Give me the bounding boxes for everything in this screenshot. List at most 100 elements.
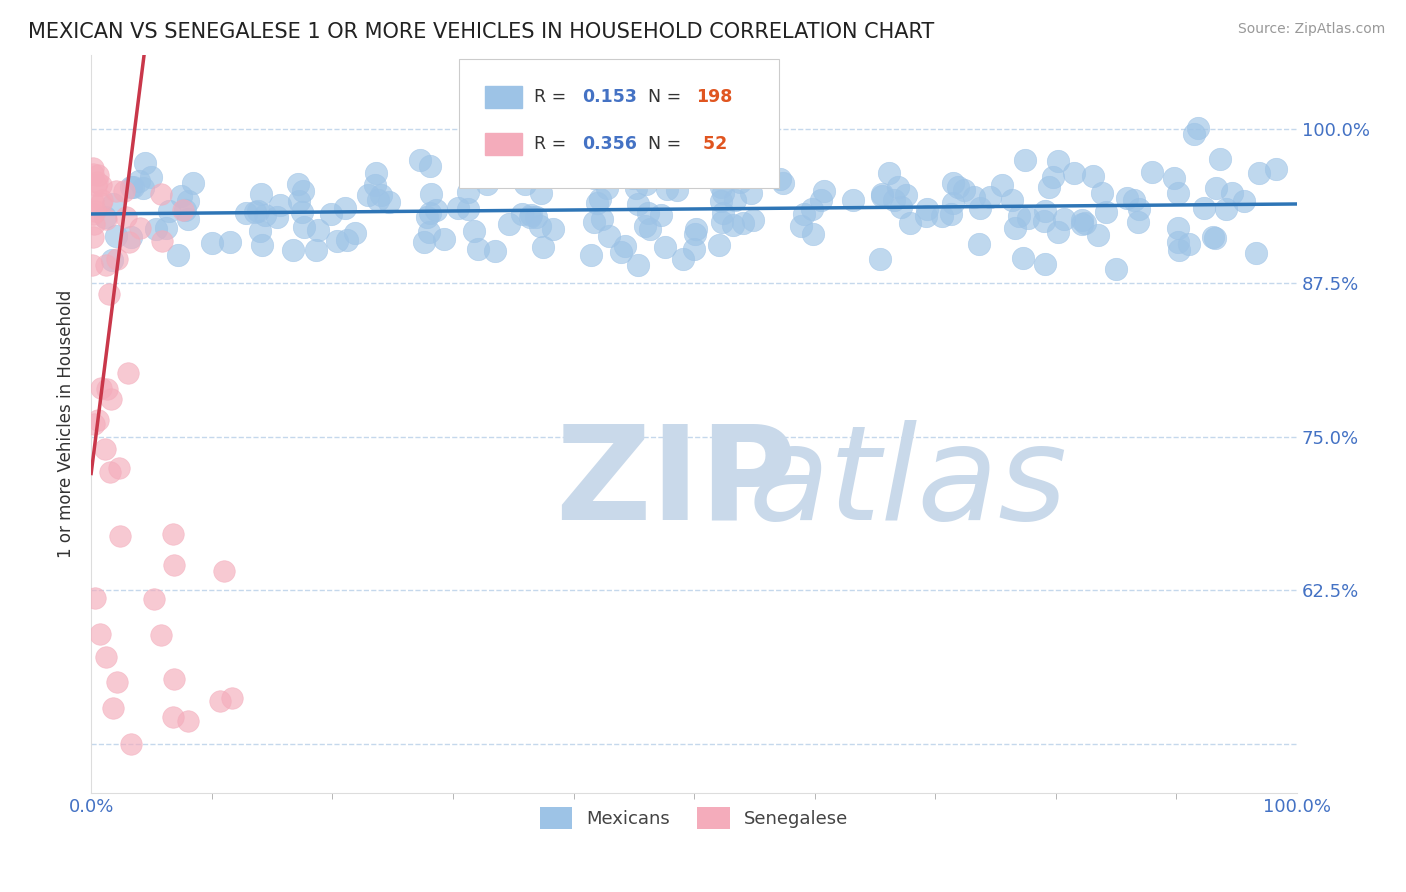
- Point: [115, 210, 138, 224]
- Point: [87, 413, 110, 427]
- Point: [650, 208, 672, 222]
- Point: [524, 210, 547, 224]
- Point: [457, 185, 479, 199]
- Point: [1042, 169, 1064, 184]
- Point: [91, 193, 114, 207]
- Point: [877, 166, 900, 180]
- Point: [711, 186, 734, 200]
- Point: [364, 178, 387, 192]
- Point: [167, 248, 190, 262]
- Point: [1168, 244, 1191, 258]
- Point: [769, 172, 792, 186]
- Point: [544, 149, 567, 163]
- Point: [176, 211, 198, 226]
- Point: [1192, 201, 1215, 215]
- Point: [1209, 152, 1232, 166]
- Point: [416, 210, 439, 224]
- Point: [498, 217, 520, 231]
- Point: [90, 195, 112, 210]
- Point: [1074, 216, 1097, 230]
- Point: [1105, 261, 1128, 276]
- Point: [509, 147, 531, 161]
- Point: [709, 194, 731, 208]
- Point: [1128, 202, 1150, 216]
- Point: [157, 203, 180, 218]
- Point: [281, 244, 304, 258]
- Point: [1012, 252, 1035, 266]
- Point: [1187, 121, 1209, 136]
- Point: [292, 219, 315, 234]
- Point: [634, 219, 657, 233]
- Point: [212, 564, 235, 578]
- Point: [586, 196, 609, 211]
- Point: [740, 186, 762, 201]
- Point: [409, 153, 432, 168]
- Point: [413, 235, 436, 249]
- Point: [364, 166, 387, 180]
- Point: [519, 208, 541, 222]
- Point: [457, 202, 479, 217]
- Point: [266, 210, 288, 224]
- Point: [335, 201, 357, 215]
- Point: [177, 194, 200, 208]
- Point: [589, 192, 612, 206]
- Point: [666, 183, 689, 197]
- Point: [581, 248, 603, 262]
- Point: [100, 392, 122, 406]
- Point: [170, 189, 193, 203]
- Point: [163, 558, 186, 572]
- Text: atlas: atlas: [748, 420, 1067, 547]
- Point: [728, 175, 751, 189]
- Point: [145, 221, 167, 235]
- Point: [543, 221, 565, 235]
- Point: [447, 201, 470, 215]
- Point: [96, 258, 118, 272]
- Point: [790, 219, 813, 233]
- Point: [626, 197, 648, 211]
- Point: [1182, 128, 1205, 142]
- Point: [463, 223, 485, 237]
- Point: [1046, 154, 1069, 169]
- Point: [101, 701, 124, 715]
- Point: [952, 183, 974, 197]
- Point: [1053, 212, 1076, 227]
- Point: [120, 180, 142, 194]
- Point: [370, 187, 392, 202]
- Point: [1038, 179, 1060, 194]
- Text: ZIP: ZIP: [555, 420, 797, 547]
- Point: [209, 694, 232, 708]
- Point: [1008, 209, 1031, 223]
- Point: [942, 196, 965, 211]
- Point: [82, 194, 104, 209]
- Point: [117, 366, 139, 380]
- Point: [683, 243, 706, 257]
- Point: [634, 177, 657, 191]
- Point: [253, 208, 276, 222]
- Point: [114, 184, 136, 198]
- Point: [1004, 220, 1026, 235]
- Point: [1163, 171, 1185, 186]
- Point: [172, 203, 194, 218]
- Point: [1232, 194, 1254, 208]
- Point: [582, 170, 605, 185]
- FancyBboxPatch shape: [485, 133, 522, 155]
- Point: [1205, 181, 1227, 195]
- Point: [894, 187, 917, 202]
- Point: [419, 206, 441, 220]
- Point: [610, 244, 633, 259]
- Point: [1083, 169, 1105, 183]
- Point: [1202, 230, 1225, 244]
- Point: [1140, 164, 1163, 178]
- Point: [1017, 211, 1039, 226]
- Point: [249, 224, 271, 238]
- Point: [82, 258, 104, 272]
- Point: [162, 526, 184, 541]
- Point: [94, 650, 117, 665]
- Point: [344, 226, 367, 240]
- Point: [1087, 227, 1109, 242]
- Point: [870, 189, 893, 203]
- Point: [305, 244, 328, 258]
- Point: [883, 193, 905, 207]
- Point: [1033, 204, 1056, 219]
- Point: [134, 155, 156, 169]
